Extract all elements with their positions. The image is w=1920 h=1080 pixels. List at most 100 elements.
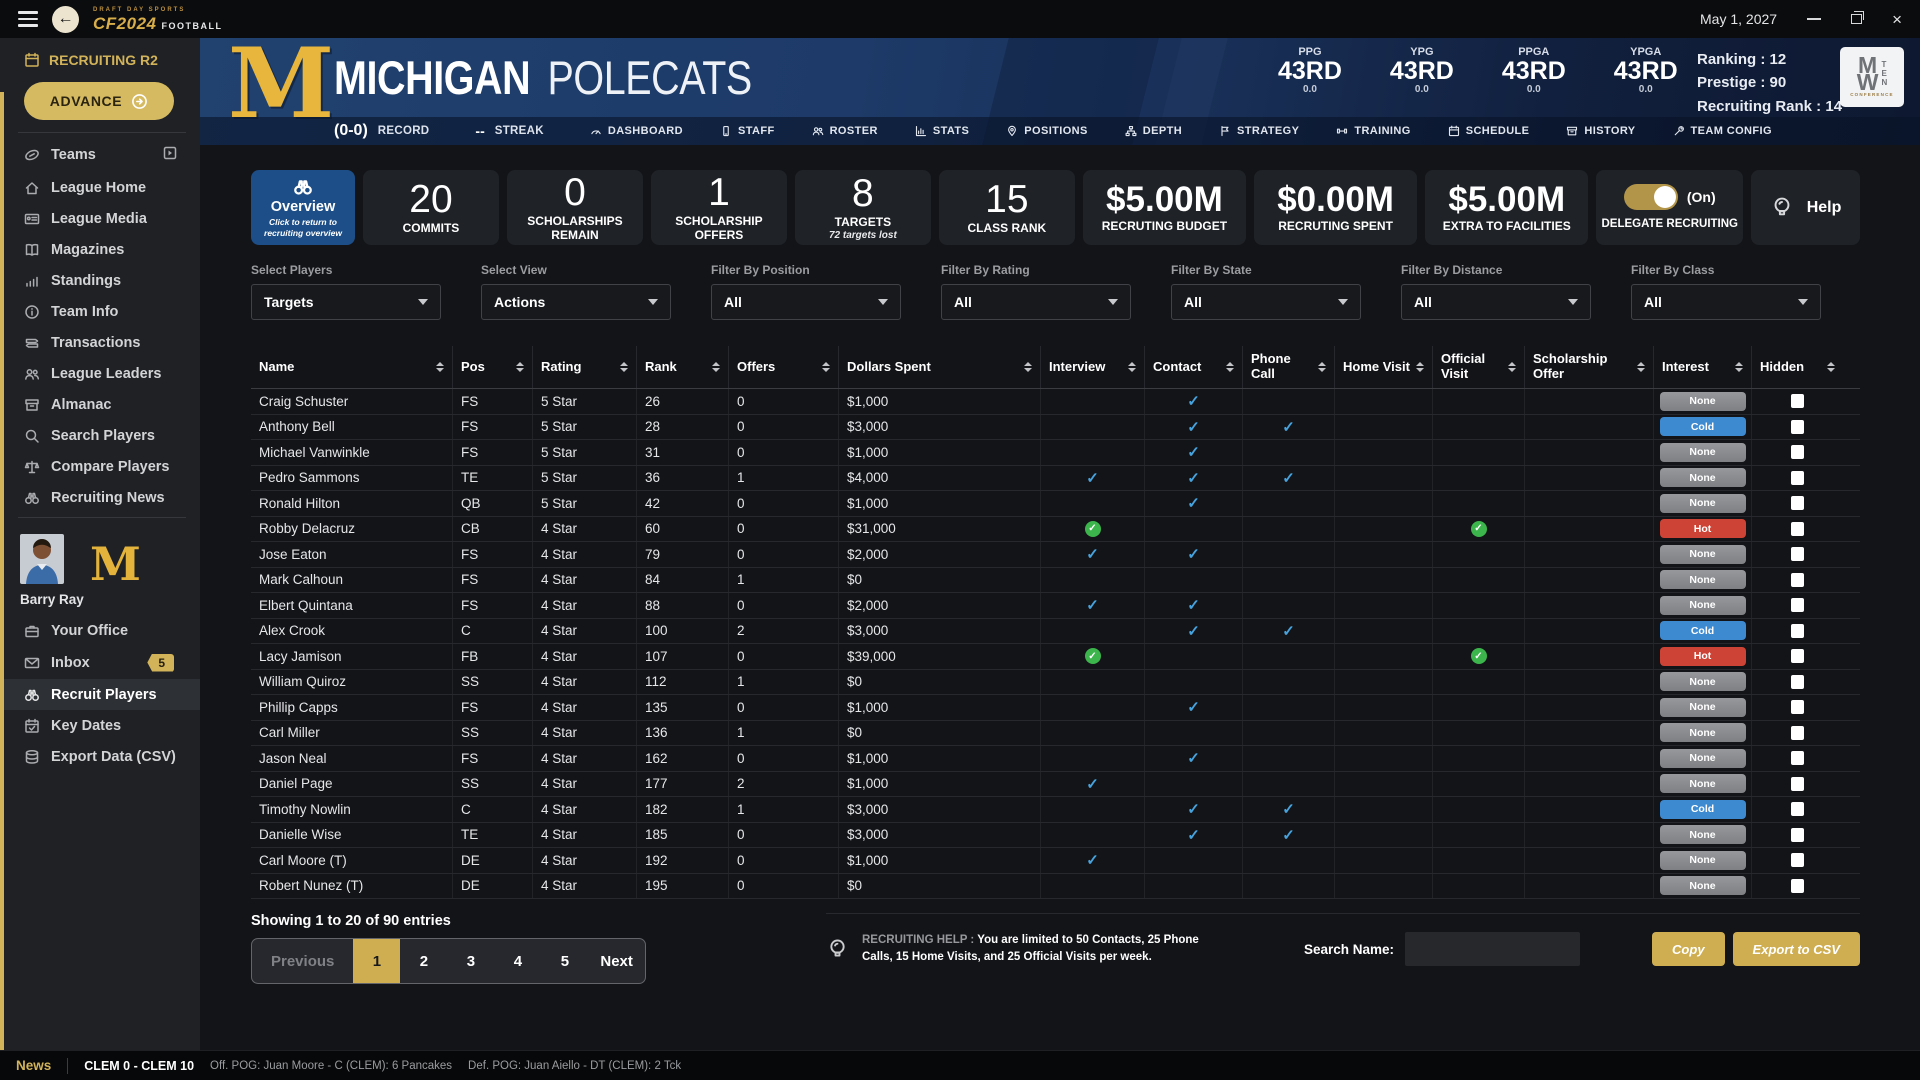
sidebar-item-recruiting-news[interactable]: Recruiting News (0, 482, 200, 513)
nav-schedule[interactable]: SCHEDULE (1448, 125, 1530, 137)
page-1[interactable]: 1 (353, 939, 401, 983)
filter-select-view-select[interactable]: Actions (481, 284, 671, 320)
column-header-hidden[interactable]: Hidden (1752, 346, 1843, 388)
sidebar-item-almanac[interactable]: Almanac (0, 389, 200, 420)
sidebar-item-your-office[interactable]: Your Office (0, 615, 200, 646)
table-row[interactable]: Lacy Jamison FB 4 Star 107 0 $39,000 ✓ ✓… (251, 644, 1860, 670)
minimize-icon[interactable] (1807, 18, 1822, 20)
interest-badge[interactable]: None (1659, 570, 1746, 590)
sidebar-item-transactions[interactable]: Transactions (0, 327, 200, 358)
sidebar-item-league-media[interactable]: League Media (0, 203, 200, 234)
hidden-checkbox[interactable] (1791, 496, 1804, 511)
filter-filter-by-class-select[interactable]: All (1631, 284, 1821, 320)
nav-roster[interactable]: ROSTER (812, 125, 878, 137)
interest-badge[interactable]: None (1659, 876, 1746, 896)
nav-depth[interactable]: DEPTH (1125, 125, 1182, 137)
interest-badge[interactable]: Hot (1659, 646, 1746, 666)
nav-strategy[interactable]: STRATEGY (1219, 125, 1299, 137)
sidebar-item-team-info[interactable]: Team Info (0, 296, 200, 327)
nav-team-config[interactable]: TEAM CONFIG (1673, 125, 1772, 137)
nav-history[interactable]: HISTORY (1566, 125, 1635, 137)
table-row[interactable]: Robert Nunez (T) DE 4 Star 195 0 $0 None (251, 873, 1860, 899)
table-row[interactable]: Carl Moore (T) DE 4 Star 192 0 $1,000 ✓ … (251, 848, 1860, 874)
interest-badge[interactable]: Cold (1659, 417, 1746, 437)
page-2[interactable]: 2 (419, 952, 429, 970)
table-row[interactable]: Jason Neal FS 4 Star 162 0 $1,000 ✓ None (251, 746, 1860, 772)
hidden-checkbox[interactable] (1791, 445, 1804, 460)
interest-badge[interactable]: Cold (1659, 621, 1746, 641)
interest-badge[interactable]: None (1659, 774, 1746, 794)
sidebar-item-teams[interactable]: Teams (0, 137, 200, 172)
sidebar-item-inbox[interactable]: Inbox 5 (0, 646, 200, 679)
table-row[interactable]: Jose Eaton FS 4 Star 79 0 $2,000 ✓ ✓ Non… (251, 542, 1860, 568)
sidebar-item-export-data-csv-[interactable]: Export Data (CSV) (0, 741, 200, 772)
column-header-phone_call[interactable]: Phone Call (1243, 346, 1335, 388)
sidebar-item-search-players[interactable]: Search Players (0, 420, 200, 451)
sidebar-item-key-dates[interactable]: Key Dates (0, 710, 200, 741)
hidden-checkbox[interactable] (1791, 547, 1804, 562)
hidden-checkbox[interactable] (1791, 572, 1804, 587)
page-5[interactable]: 5 (560, 952, 570, 970)
table-row[interactable]: Alex Crook C 4 Star 100 2 $3,000 ✓ ✓ Col… (251, 618, 1860, 644)
interest-badge[interactable]: None (1659, 493, 1746, 513)
hidden-checkbox[interactable] (1791, 725, 1804, 740)
table-row[interactable]: Michael Vanwinkle FS 5 Star 31 0 $1,000 … (251, 440, 1860, 466)
hidden-checkbox[interactable] (1791, 521, 1804, 536)
nav-dashboard[interactable]: DASHBOARD (590, 125, 683, 137)
copy-button[interactable]: Copy (1652, 932, 1725, 967)
hidden-checkbox[interactable] (1791, 751, 1804, 766)
interest-badge[interactable]: None (1659, 825, 1746, 845)
table-row[interactable]: Pedro Sammons TE 5 Star 36 1 $4,000 ✓ ✓ … (251, 465, 1860, 491)
hidden-checkbox[interactable] (1791, 827, 1804, 842)
table-row[interactable]: Robby Delacruz CB 4 Star 60 0 $31,000 ✓ … (251, 516, 1860, 542)
column-header-rating[interactable]: Rating (533, 346, 637, 388)
column-header-official_visit[interactable]: Official Visit (1433, 346, 1525, 388)
overview-card[interactable]: Overview Click to return to recruiting ov… (251, 170, 355, 245)
page-previous[interactable]: Previous (271, 952, 335, 970)
column-header-name[interactable]: Name (251, 346, 453, 388)
table-row[interactable]: Elbert Quintana FS 4 Star 88 0 $2,000 ✓ … (251, 593, 1860, 619)
close-icon[interactable]: × (1892, 9, 1902, 29)
interest-badge[interactable]: None (1659, 468, 1746, 488)
table-row[interactable]: William Quiroz SS 4 Star 112 1 $0 None (251, 669, 1860, 695)
hidden-checkbox[interactable] (1791, 802, 1804, 817)
table-row[interactable]: Carl Miller SS 4 Star 136 1 $0 None (251, 720, 1860, 746)
sidebar-item-recruit-players[interactable]: Recruit Players (0, 679, 200, 710)
sidebar-item-standings[interactable]: Standings (0, 265, 200, 296)
interest-badge[interactable]: None (1659, 672, 1746, 692)
news-label[interactable]: News (16, 1058, 52, 1073)
hidden-checkbox[interactable] (1791, 700, 1804, 715)
sidebar-item-league-home[interactable]: League Home (0, 172, 200, 203)
restore-icon[interactable] (1851, 11, 1865, 24)
hidden-checkbox[interactable] (1791, 419, 1804, 434)
sidebar-item-compare-players[interactable]: Compare Players (0, 451, 200, 482)
sidebar-item-league-leaders[interactable]: League Leaders (0, 358, 200, 389)
column-header-interest[interactable]: Interest (1654, 346, 1752, 388)
table-row[interactable]: Ronald Hilton QB 5 Star 42 0 $1,000 ✓ No… (251, 491, 1860, 517)
table-row[interactable]: Phillip Capps FS 4 Star 135 0 $1,000 ✓ N… (251, 695, 1860, 721)
filter-filter-by-state-select[interactable]: All (1171, 284, 1361, 320)
advance-button[interactable]: ADVANCE (24, 82, 174, 120)
table-row[interactable]: Timothy Nowlin C 4 Star 182 1 $3,000 ✓ ✓… (251, 797, 1860, 823)
hidden-checkbox[interactable] (1791, 878, 1804, 893)
table-row[interactable]: Craig Schuster FS 5 Star 26 0 $1,000 ✓ N… (251, 389, 1860, 415)
export-csv-button[interactable]: Export to CSV (1732, 932, 1860, 967)
interest-badge[interactable]: None (1659, 544, 1746, 564)
interest-badge[interactable]: None (1659, 595, 1746, 615)
hidden-checkbox[interactable] (1791, 598, 1804, 613)
interest-badge[interactable]: None (1659, 391, 1746, 411)
page-3[interactable]: 3 (466, 952, 476, 970)
hidden-checkbox[interactable] (1791, 470, 1804, 485)
help-card[interactable]: Help (1751, 170, 1860, 245)
interest-badge[interactable]: Hot (1659, 519, 1746, 539)
hidden-checkbox[interactable] (1791, 853, 1804, 868)
hamburger-icon[interactable] (18, 11, 38, 27)
page-next[interactable]: Next (600, 952, 633, 970)
column-header-pos[interactable]: Pos (453, 346, 533, 388)
interest-badge[interactable]: None (1659, 723, 1746, 743)
column-header-offers[interactable]: Offers (729, 346, 839, 388)
hidden-checkbox[interactable] (1791, 674, 1804, 689)
interest-badge[interactable]: None (1659, 748, 1746, 768)
back-icon[interactable]: ← (52, 5, 79, 33)
table-row[interactable]: Mark Calhoun FS 4 Star 84 1 $0 None (251, 567, 1860, 593)
